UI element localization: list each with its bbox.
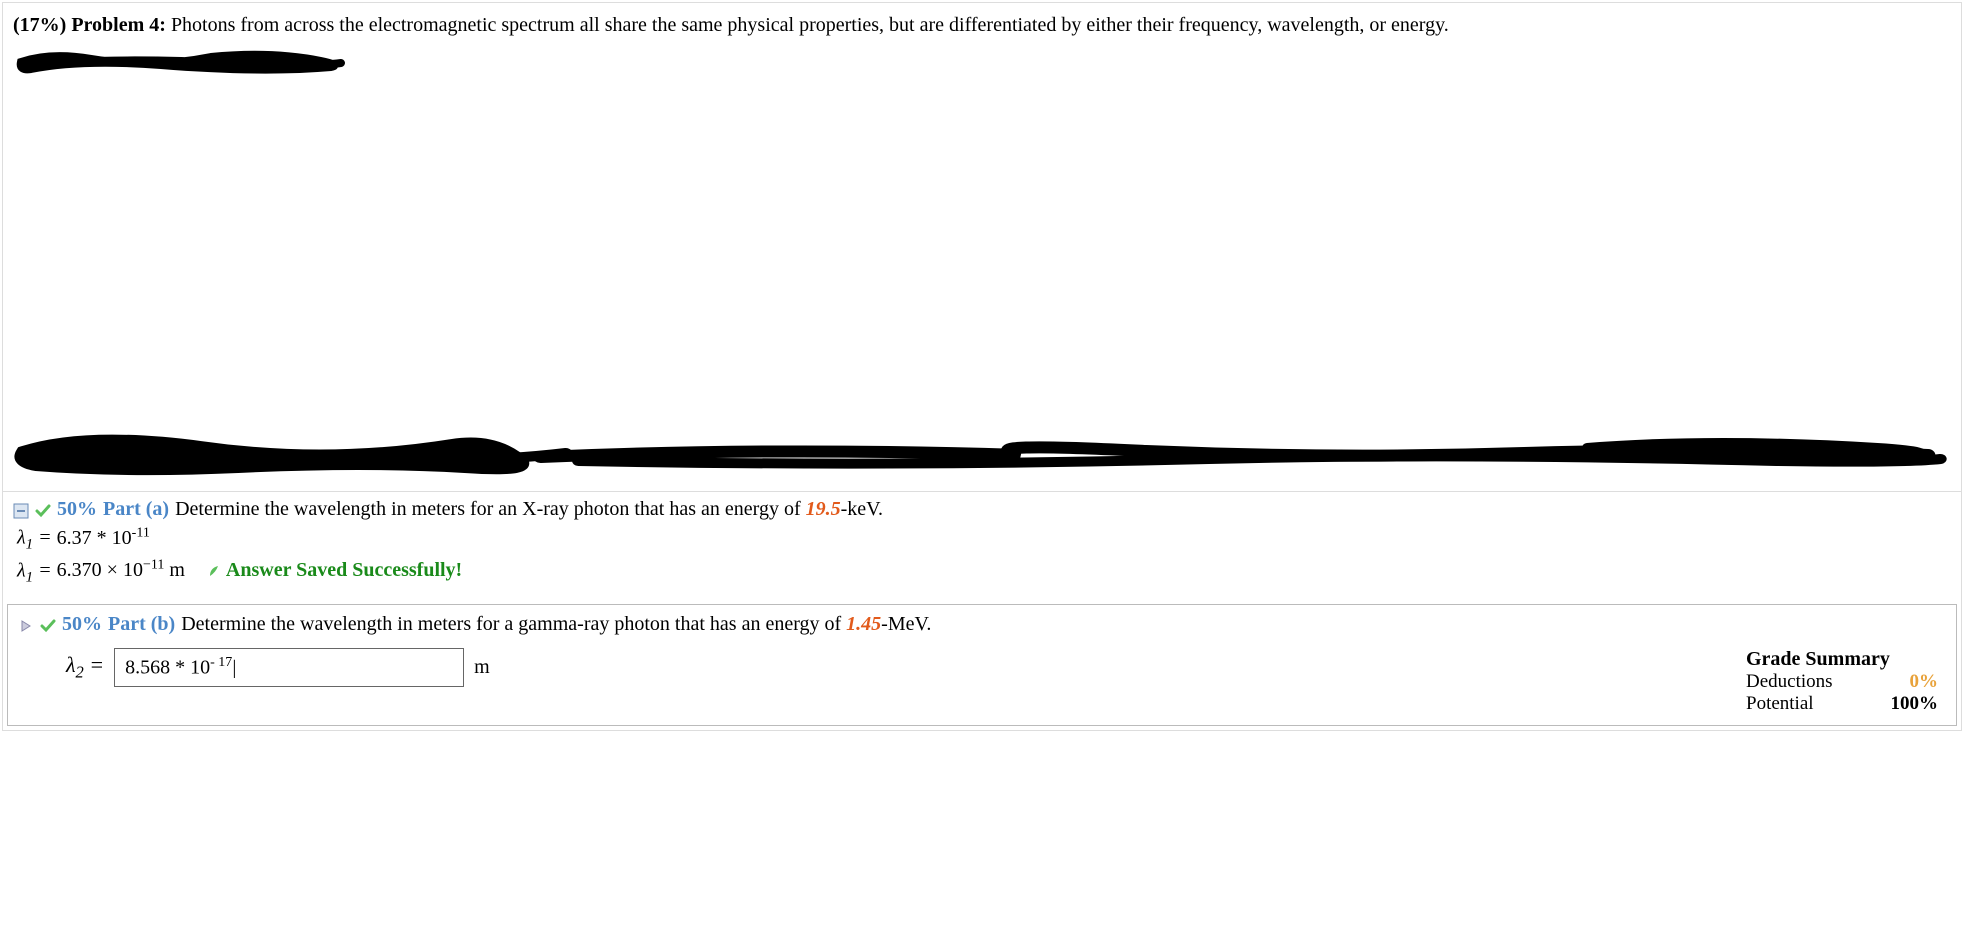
part-a-prompt: Determine the wavelength in meters for a… [175,498,883,521]
expand-icon[interactable] [18,617,34,633]
part-b-prompt: Determine the wavelength in meters for a… [181,613,931,636]
saved-msg-text: Answer Saved Successfully! [226,559,462,581]
answer-base: 6.37 * 10 [57,527,132,549]
lambda2-label: λ2 = [66,652,104,682]
part-a-header: 50% Part (a) Determine the wavelength in… [13,498,1951,521]
answer-input[interactable]: 8.568 * 10- 17| [114,648,464,687]
lambda-subscript: 1 [26,537,34,553]
part-a-energy-unit: -keV. [841,498,883,520]
saved-unit: m [164,559,185,581]
problem-header: (17%) Problem 4: Photons from across the… [3,3,1961,43]
answer-exp: -11 [132,525,150,540]
deductions-row: Deductions 0% [1746,671,1938,693]
part-b-block: 50% Part (b) Determine the wavelength in… [7,604,1957,726]
collapse-icon[interactable] [13,502,29,518]
check-icon-b [40,617,56,633]
lambda-symbol-2: λ [17,559,26,581]
equals-sign: = [38,527,57,549]
answer-input-wrap: λ2 = 8.568 * 10- 17| m [18,648,490,687]
part-a-energy-value: 19.5 [806,498,841,520]
potential-value: 100% [1891,693,1939,715]
unit-label: m [474,656,490,679]
equals-sign-2: = [38,559,57,581]
redaction-mark-wide [11,417,1953,487]
deductions-label: Deductions [1746,671,1833,693]
redaction-mark-top [11,47,1961,77]
saved-exp: −11 [143,558,164,573]
problem-text: Photons from across the electromagnetic … [171,14,1449,36]
problem-container: (17%) Problem 4: Photons from across the… [2,2,1962,731]
saved-base: 6.370 × 10 [57,559,143,581]
problem-weight: (17%) [13,14,66,36]
lambda-subscript-2: 1 [26,569,34,585]
part-b-percent: 50% [62,613,102,636]
whitespace-spacer [3,77,1961,417]
part-a-block: 50% Part (a) Determine the wavelength in… [3,491,1961,594]
part-b-letter: Part (b) [108,613,175,636]
lambda2-symbol: λ [66,652,76,677]
deductions-value: 0% [1910,671,1939,693]
part-b-header: 50% Part (b) Determine the wavelength in… [18,613,1946,636]
lambda-symbol: λ [17,527,26,549]
potential-label: Potential [1746,693,1814,715]
part-a-percent: 50% [57,498,97,521]
part-a-letter: Part (a) [103,498,169,521]
grade-summary-title: Grade Summary [1746,648,1938,671]
lambda2-subscript: 2 [76,663,84,682]
part-a-entered-answer: λ1 = 6.37 * 10-11 [13,521,1951,554]
part-b-input-row: λ2 = 8.568 * 10- 17| m Grade Summary Ded… [18,636,1946,715]
saved-success-message: Answer Saved Successfully! [208,559,462,581]
part-a-saved-answer: λ1 = 6.370 × 10−11 m Answer Saved Succes… [13,554,1951,587]
part-b-energy-unit: -MeV. [881,613,931,635]
check-icon [35,502,51,518]
grade-summary: Grade Summary Deductions 0% Potential 10… [1746,648,1946,715]
potential-row: Potential 100% [1746,693,1938,715]
problem-label: Problem 4: [71,14,166,36]
part-a-prompt-text: Determine the wavelength in meters for a… [175,498,806,520]
part-b-energy-value: 1.45 [846,613,881,635]
part-b-prompt-text: Determine the wavelength in meters for a… [181,613,846,635]
leaf-icon [208,561,222,584]
